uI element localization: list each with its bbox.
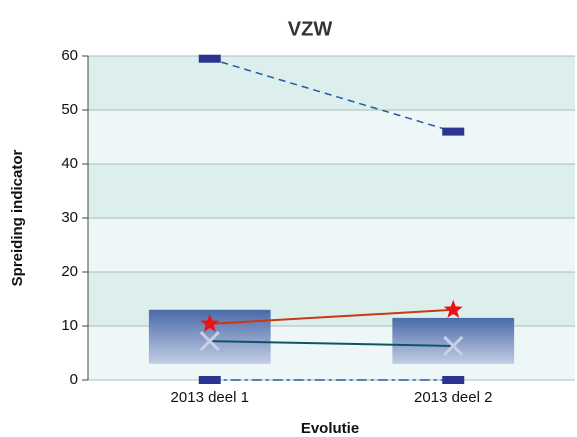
plot-band [88,164,575,218]
y-tick-label: 10 [61,317,78,334]
y-tick-label: 30 [61,209,78,226]
plot-band [88,218,575,272]
y-tick-label: 0 [70,371,78,388]
min-marker [198,376,221,384]
max-line [209,57,454,133]
x-tick-label: 2013 deel 2 [414,389,492,406]
y-tick-label: 60 [61,47,78,64]
star-marker [200,313,220,332]
y-tick-label: 50 [61,101,78,118]
min-marker [442,376,465,384]
x-tick-label: 2013 deel 1 [171,389,249,406]
max-marker [442,127,465,136]
cross-marker [443,335,464,357]
star-line [209,308,454,325]
max-marker [198,54,221,63]
plot-band [88,56,575,110]
chart-title: VZW [288,18,333,40]
star-marker [443,299,463,318]
cross-line [209,340,454,347]
plot-band [88,110,575,164]
cross-marker [199,331,220,352]
x-axis-title: Evolutie [301,420,359,437]
box [392,317,515,364]
y-tick-label: 40 [61,155,78,172]
y-axis-title: Spreiding indicator [9,150,26,287]
y-tick-label: 20 [61,263,78,280]
